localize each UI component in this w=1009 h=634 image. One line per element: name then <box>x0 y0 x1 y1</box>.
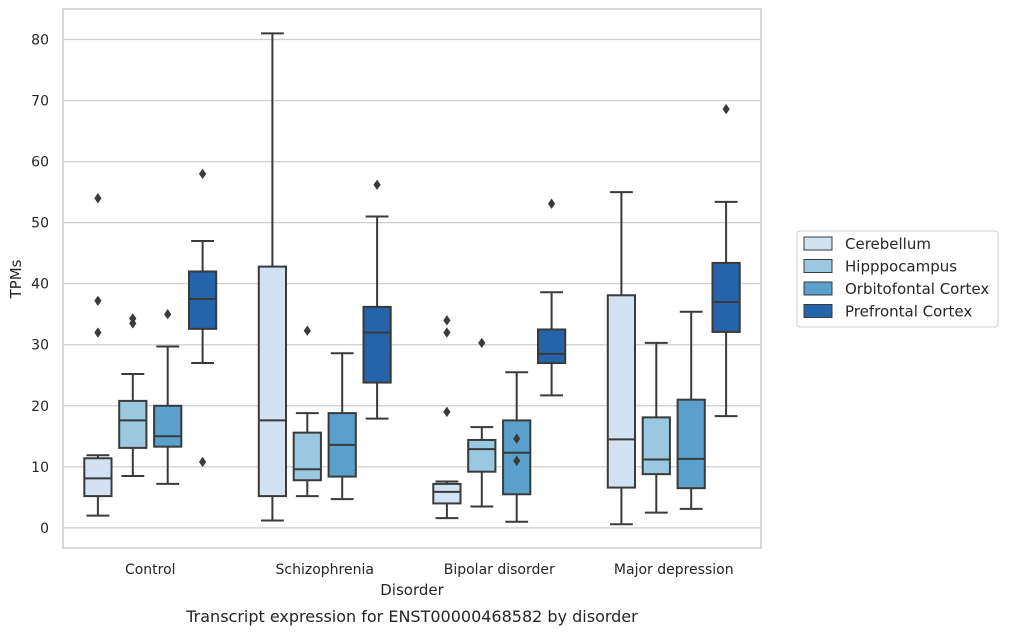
box-cerebellum <box>83 193 113 517</box>
y-tick-label: 80 <box>31 33 49 49</box>
box-hipppocampus <box>467 337 497 508</box>
box-orbitofontal-cortex <box>676 310 706 510</box>
iqr-box <box>467 438 497 473</box>
y-axis-label: TPMs <box>7 259 25 299</box>
legend-swatch <box>803 304 833 318</box>
box-orbitofontal-cortex <box>153 309 183 485</box>
iqr-box <box>153 404 183 448</box>
iqr-box <box>641 416 671 476</box>
outlier-point <box>94 295 102 306</box>
y-tick-label: 30 <box>31 338 49 354</box>
y-tick-label: 0 <box>40 521 49 537</box>
outlier-point <box>199 456 207 468</box>
outlier-point <box>94 327 102 338</box>
outlier-point <box>443 327 451 338</box>
x-tick-label: Schizophrenia <box>276 562 374 578</box>
box-orbitofontal-cortex <box>502 371 532 523</box>
iqr-box <box>606 294 637 489</box>
x-tick-label: Bipolar disorder <box>444 562 555 578</box>
outlier-point <box>443 315 451 326</box>
box-cerebellum <box>432 315 462 520</box>
iqr-box <box>676 398 706 490</box>
iqr-box <box>536 328 567 365</box>
iqr-box <box>292 431 322 482</box>
outlier-point <box>513 433 521 444</box>
legend-label: Orbitofontal Cortex <box>845 280 989 298</box>
y-tick-label: 20 <box>31 399 49 415</box>
outlier-point <box>373 179 381 191</box>
chart-caption: Transcript expression for ENST0000046858… <box>185 607 638 626</box>
box-prefrontal-cortex <box>711 103 741 418</box>
x-tick-label: Major depression <box>614 562 734 578</box>
outlier-point <box>164 309 172 320</box>
legend-label: Cerebellum <box>845 235 931 253</box>
outlier-point <box>513 455 521 466</box>
outlier-point <box>129 313 137 324</box>
y-tick-label: 40 <box>31 277 49 293</box>
box-orbitofontal-cortex <box>327 352 357 501</box>
outlier-point <box>199 168 207 180</box>
plot-frame <box>62 8 762 549</box>
iqr-box <box>83 457 113 498</box>
box-prefrontal-cortex <box>187 168 218 468</box>
legend-swatch <box>803 236 833 251</box>
y-tick-label: 10 <box>31 460 49 476</box>
legend-swatch <box>803 259 833 273</box>
legend-frame <box>796 230 999 328</box>
box-prefrontal-cortex <box>362 179 392 420</box>
outlier-point <box>722 103 730 115</box>
y-tick-label: 60 <box>31 155 49 171</box>
legend-swatch <box>803 281 833 296</box>
box-groups <box>83 32 741 526</box>
legend-label: Hipppocampus <box>845 258 957 276</box>
x-tick-labels: Control Schizophrenia Bipolar disorder Majo… <box>125 562 734 578</box>
legend-label: Prefrontal Cortex <box>845 303 972 321</box>
box-cerebellum <box>606 191 637 526</box>
y-tick-labels: 0 10 20 30 40 50 60 70 80 <box>31 33 49 537</box>
x-axis-label: Disorder <box>380 581 444 599</box>
y-tick-label: 70 <box>31 94 49 110</box>
box-hipppocampus <box>118 313 148 477</box>
box-hipppocampus <box>292 325 322 498</box>
iqr-box <box>432 482 462 505</box>
legend: Cerebellum Hipppocampus Orbitofontal Corte… <box>796 230 999 328</box>
iqr-box <box>187 270 218 330</box>
x-tick-label: Control <box>125 562 176 578</box>
iqr-box <box>257 265 288 498</box>
box-cerebellum <box>257 32 288 522</box>
iqr-box <box>362 305 392 384</box>
outlier-point <box>303 325 311 336</box>
outlier-point <box>478 337 486 349</box>
iqr-box <box>711 261 741 333</box>
outlier-point <box>443 406 451 418</box>
y-tick-label: 50 <box>31 216 49 232</box>
box-prefrontal-cortex <box>536 198 567 397</box>
iqr-box <box>118 399 148 449</box>
outlier-point <box>94 193 102 204</box>
box-hipppocampus <box>641 341 671 514</box>
outlier-point <box>548 198 556 209</box>
